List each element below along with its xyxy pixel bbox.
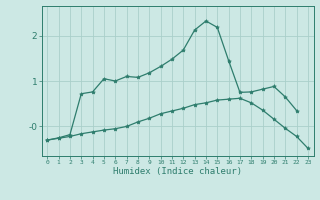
X-axis label: Humidex (Indice chaleur): Humidex (Indice chaleur) (113, 167, 242, 176)
